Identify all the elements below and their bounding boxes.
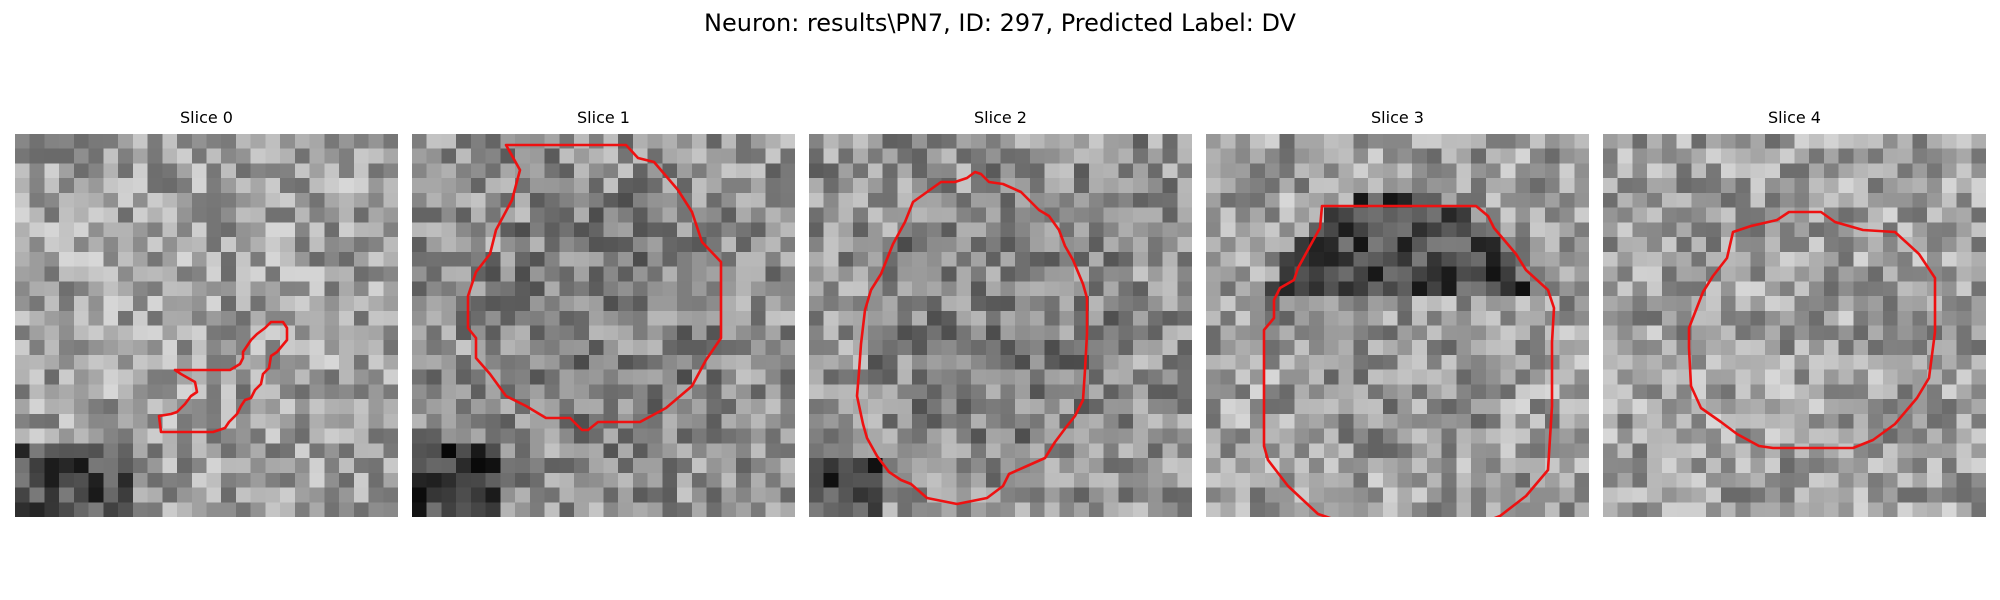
roi-contour [855, 170, 1089, 506]
roi-contour [157, 320, 289, 434]
slice-title: Slice 4 [1768, 108, 1821, 127]
roi-contour [1687, 210, 1937, 450]
roi-contour [1262, 204, 1556, 517]
slice-panel-0: Slice 0 [15, 108, 398, 517]
slice-panel-1: Slice 1 [412, 108, 795, 517]
slice-title: Slice 2 [974, 108, 1027, 127]
roi-contour [466, 143, 723, 432]
slice-panel-2: Slice 2 [809, 108, 1192, 517]
slice-panel-3: Slice 3 [1206, 108, 1589, 517]
slice-title: Slice 0 [180, 108, 233, 127]
slice-title: Slice 1 [577, 108, 630, 127]
slice-image [412, 134, 795, 517]
slice-title: Slice 3 [1371, 108, 1424, 127]
slice-panel-4: Slice 4 [1603, 108, 1986, 517]
figure-title: Neuron: results\PN7, ID: 297, Predicted … [704, 9, 1296, 37]
slice-image [1206, 134, 1589, 517]
slice-image [809, 134, 1192, 517]
slice-image [1603, 134, 1986, 517]
slice-image [15, 134, 398, 517]
